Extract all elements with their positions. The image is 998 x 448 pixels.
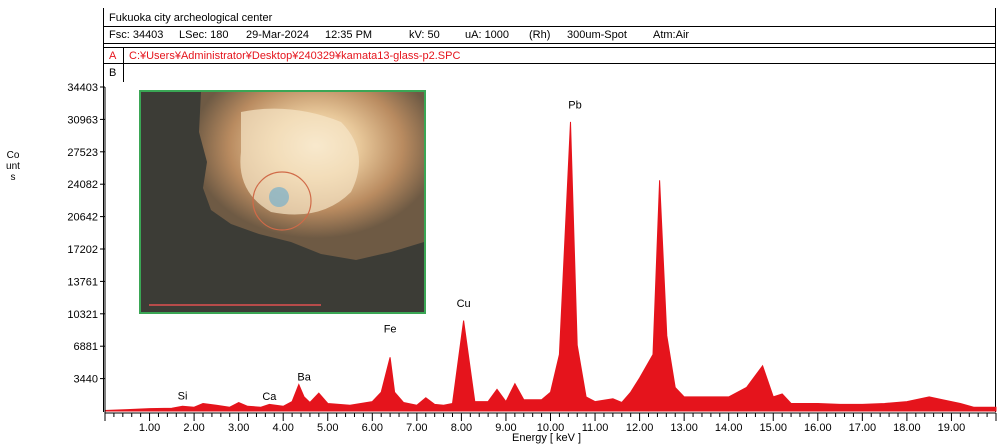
header-params-row: Fsc: 34403 LSec: 180 29-Mar-2024 12:35 P…: [103, 27, 996, 44]
peak-label-ca: Ca: [262, 391, 277, 403]
x-tick-label: 4.00: [272, 422, 293, 434]
x-tick-label: 15.00: [759, 422, 787, 434]
channel-b-divider: [123, 65, 124, 82]
channel-b-row: B: [103, 65, 996, 82]
peak-label-ba: Ba: [297, 372, 311, 384]
y-tick-label: 30963: [67, 114, 98, 126]
atmosphere-value: Atm:Air: [653, 29, 690, 41]
peak-label-si: Si: [178, 390, 188, 402]
spectrum-area: [104, 121, 997, 412]
x-tick-label: 19.00: [938, 422, 966, 434]
target-value: (Rh): [529, 29, 551, 41]
x-axis-label: Energy [ keV ]: [512, 432, 582, 444]
y-tick-label: 27523: [67, 147, 98, 159]
measure-time: 12:35 PM: [325, 29, 373, 41]
x-tick-label: 8.00: [451, 422, 472, 434]
header-title-row: Fukuoka city archeological center: [103, 10, 996, 27]
x-tick-label: 14.00: [715, 422, 743, 434]
peak-label-pb: Pb: [568, 99, 581, 111]
x-tick-label: 9.00: [495, 422, 516, 434]
kv-value: kV: 50: [409, 29, 440, 41]
channel-a-divider: [123, 48, 124, 65]
y-tick-label: 3440: [74, 374, 98, 386]
spectrum-frame: [103, 8, 996, 412]
y-tick-label: 34403: [67, 82, 98, 94]
fsc-value: Fsc: 34403: [109, 29, 164, 41]
x-tick-label: 16.00: [804, 422, 832, 434]
x-tick-label: 10.00: [537, 422, 565, 434]
channel-a-label: A: [109, 50, 117, 62]
measure-date: 29-Mar-2024: [246, 29, 309, 41]
x-tick-label: 17.00: [849, 422, 877, 434]
x-tick-label: 7.00: [406, 422, 427, 434]
x-tick-label: 2.00: [183, 422, 204, 434]
lsec-value: LSec: 180: [179, 29, 229, 41]
channel-b-label: B: [109, 67, 117, 79]
channel-a-row: A C:¥Users¥Administrator¥Desktop¥240329¥…: [103, 47, 996, 65]
spot-value: 300um-Spot: [567, 29, 627, 41]
x-tick-label: 5.00: [317, 422, 338, 434]
analysis-spot-circle: [252, 171, 312, 231]
lab-name: Fukuoka city archeological center: [109, 12, 273, 24]
x-tick-label: 1.00: [139, 422, 160, 434]
x-tick-label: 12.00: [626, 422, 654, 434]
x-tick-label: 6.00: [362, 422, 383, 434]
y-tick-label: 24082: [67, 179, 98, 191]
x-tick-label: 13.00: [670, 422, 698, 434]
peak-label-cu: Cu: [457, 298, 471, 310]
x-tick-label: 11.00: [582, 422, 609, 434]
y-tick-label: 20642: [67, 212, 98, 224]
channel-a-path: C:¥Users¥Administrator¥Desktop¥240329¥ka…: [129, 50, 461, 62]
sample-photo: [141, 92, 424, 312]
peak-label-fe: Fe: [384, 324, 397, 336]
x-tick-label: 3.00: [228, 422, 249, 434]
y-tick-label: 10321: [67, 309, 98, 321]
y-tick-label: 13761: [67, 276, 98, 288]
y-axis-label: Counts: [6, 150, 20, 183]
ua-value: uA: 1000: [465, 29, 510, 41]
x-tick-label: 18.00: [893, 422, 921, 434]
y-tick-label: 17202: [67, 244, 98, 256]
sample-photo-inset: [139, 90, 426, 314]
y-tick-label: 6881: [74, 341, 98, 353]
